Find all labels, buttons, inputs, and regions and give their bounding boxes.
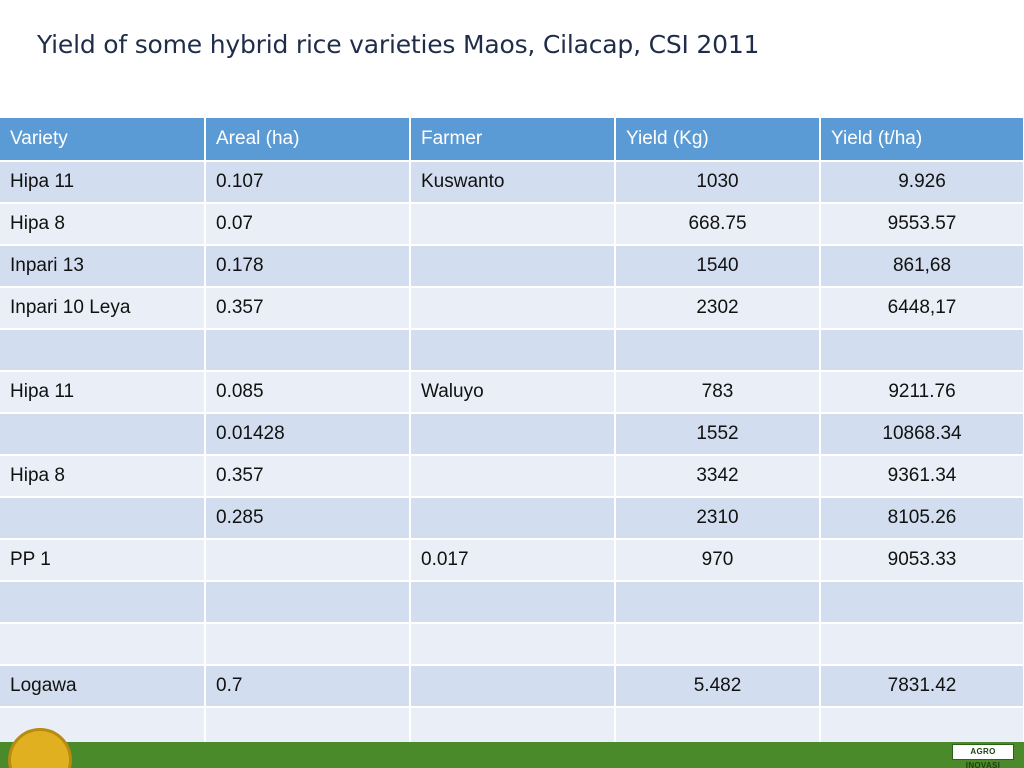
cell-farmer [410,203,616,246]
cell-farmer: 0.017 [410,539,616,582]
cell-variety: Hipa 8 [0,455,206,498]
cell-areal: 0.357 [205,455,411,498]
cell-farmer: Waluyo [410,371,616,414]
cell-yield-tha: 9361.34 [820,455,1024,498]
table-row: Inpari 10 Leya 0.357 2302 6448,17 [0,287,1024,330]
cell-areal [205,623,411,666]
cell-yield-tha [820,623,1024,666]
table-row [0,329,1024,372]
cell-variety: PP 1 [0,539,206,582]
table-row: Hipa 11 0.085 Waluyo 783 9211.76 [0,371,1024,414]
cell-variety [0,581,206,624]
cell-yield-kg: 1540 [615,245,821,288]
agro-inovasi-badge: AGRO INOVASI [952,744,1014,768]
header-yield-tha: Yield (t/ha) [820,118,1024,162]
table-row: Hipa 11 0.107 Kuswanto 1030 9.926 [0,161,1024,204]
yield-table: Variety Areal (ha) Farmer Yield (Kg) Yie… [0,118,1024,750]
cell-farmer [410,497,616,540]
cell-areal: 0.07 [205,203,411,246]
cell-farmer [410,329,616,372]
cell-farmer [410,665,616,708]
cell-farmer [410,245,616,288]
footer-bar [0,742,1024,768]
cell-areal: 0.7 [205,665,411,708]
cell-areal: 0.085 [205,371,411,414]
table-row: Hipa 8 0.07 668.75 9553.57 [0,203,1024,246]
cell-variety [0,623,206,666]
cell-areal [205,539,411,582]
table-row: Inpari 13 0.178 1540 861,68 [0,245,1024,288]
cell-yield-tha: 9211.76 [820,371,1024,414]
cell-farmer [410,413,616,456]
cell-yield-tha: 6448,17 [820,287,1024,330]
cell-variety: Inpari 13 [0,245,206,288]
cell-areal: 0.178 [205,245,411,288]
cell-areal: 0.285 [205,497,411,540]
cell-yield-tha: 8105.26 [820,497,1024,540]
cell-areal: 0.01428 [205,413,411,456]
cell-yield-tha: 10868.34 [820,413,1024,456]
cell-variety: Hipa 8 [0,203,206,246]
cell-yield-kg [615,623,821,666]
cell-variety [0,497,206,540]
cell-yield-kg: 1030 [615,161,821,204]
cell-areal: 0.107 [205,161,411,204]
cell-yield-kg: 3342 [615,455,821,498]
table-row: Logawa 0.7 5.482 7831.42 [0,665,1024,708]
cell-yield-tha [820,329,1024,372]
cell-farmer: Kuswanto [410,161,616,204]
table-row [0,623,1024,666]
cell-yield-tha [820,581,1024,624]
cell-variety: Inpari 10 Leya [0,287,206,330]
cell-yield-kg: 2310 [615,497,821,540]
header-areal: Areal (ha) [205,118,411,162]
header-farmer: Farmer [410,118,616,162]
cell-yield-kg: 5.482 [615,665,821,708]
cell-areal [205,329,411,372]
cell-variety: Hipa 11 [0,161,206,204]
cell-yield-tha: 861,68 [820,245,1024,288]
cell-areal: 0.357 [205,287,411,330]
cell-variety [0,413,206,456]
table-row [0,581,1024,624]
cell-farmer [410,623,616,666]
table-header-row: Variety Areal (ha) Farmer Yield (Kg) Yie… [0,118,1024,162]
table-row: Hipa 8 0.357 3342 9361.34 [0,455,1024,498]
yield-table-container: Variety Areal (ha) Farmer Yield (Kg) Yie… [0,118,1024,750]
cell-areal [205,581,411,624]
table-row: 0.285 2310 8105.26 [0,497,1024,540]
cell-yield-kg: 668.75 [615,203,821,246]
cell-yield-kg: 783 [615,371,821,414]
cell-yield-tha: 9053.33 [820,539,1024,582]
cell-farmer [410,455,616,498]
header-yield-kg: Yield (Kg) [615,118,821,162]
table-body: Hipa 11 0.107 Kuswanto 1030 9.926 Hipa 8 0.07 6… [0,161,1024,750]
cell-yield-kg [615,329,821,372]
cell-farmer [410,287,616,330]
slide-title: Yield of some hybrid rice varieties Maos… [37,30,760,59]
cell-yield-kg: 970 [615,539,821,582]
cell-yield-tha: 7831.42 [820,665,1024,708]
cell-yield-tha: 9553.57 [820,203,1024,246]
table-row: 0.01428 1552 10868.34 [0,413,1024,456]
cell-yield-kg [615,581,821,624]
cell-yield-tha: 9.926 [820,161,1024,204]
cell-variety [0,329,206,372]
cell-yield-kg: 2302 [615,287,821,330]
cell-variety: Logawa [0,665,206,708]
cell-yield-kg: 1552 [615,413,821,456]
header-variety: Variety [0,118,206,162]
table-row: PP 1 0.017 970 9053.33 [0,539,1024,582]
cell-farmer [410,581,616,624]
cell-variety: Hipa 11 [0,371,206,414]
